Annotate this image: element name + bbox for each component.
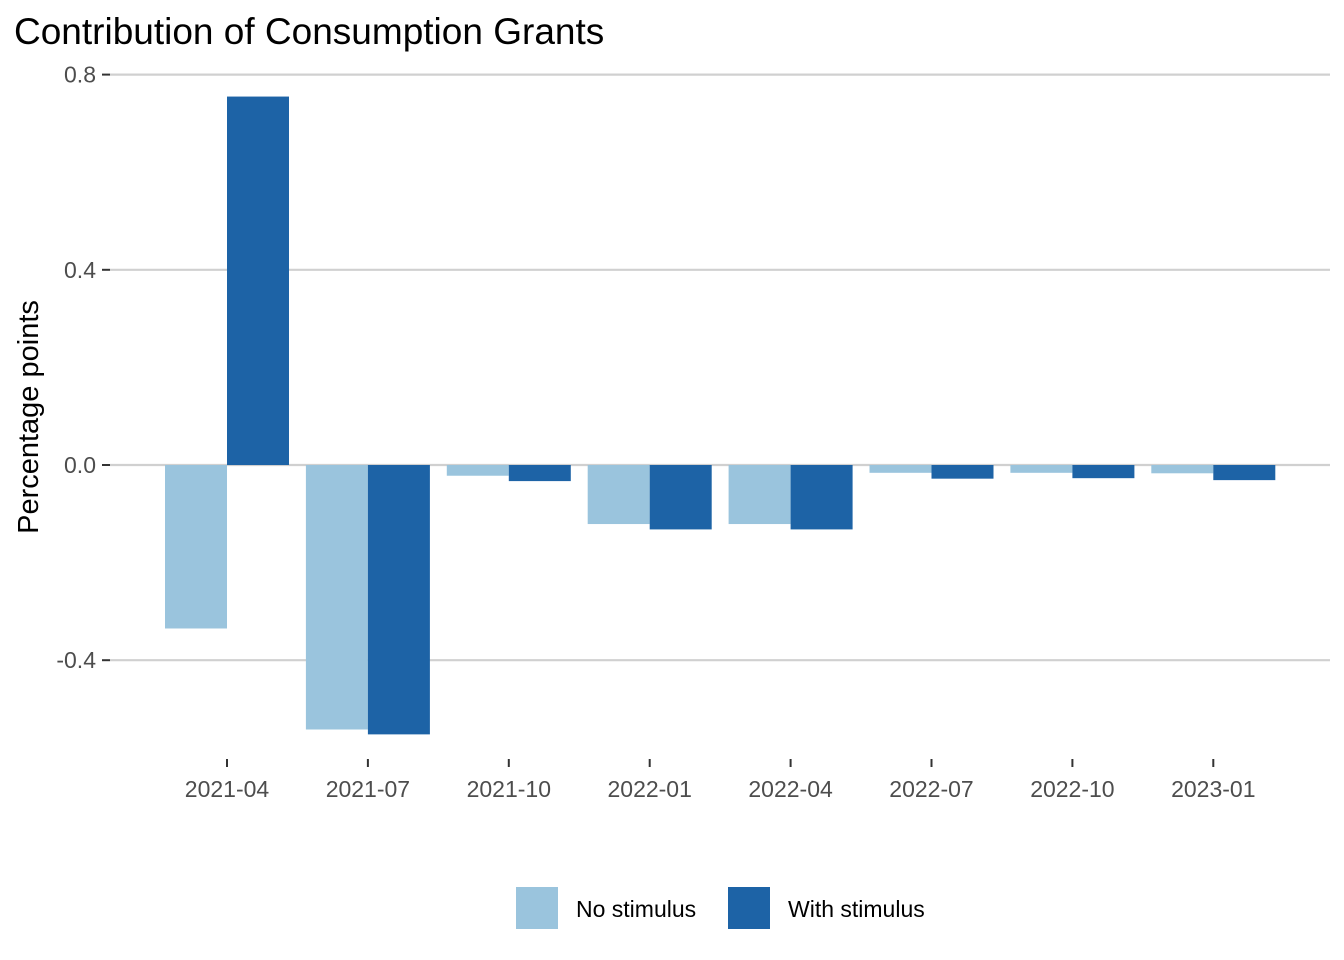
bar-with-stimulus-2022-01: [649, 465, 712, 530]
y-axis-label: Percentage points: [13, 300, 45, 534]
bar-with-stimulus-2022-10: [1072, 465, 1135, 479]
bar-with-stimulus-2023-01: [1213, 465, 1276, 481]
bar-no-stimulus-2021-07: [305, 465, 368, 730]
bar-no-stimulus-2022-10: [1010, 465, 1073, 473]
y-tick-label: 0.4: [64, 257, 96, 283]
gridlines: [110, 73, 1330, 662]
x-tick-label: 2021-07: [326, 776, 410, 802]
bar-no-stimulus-2022-07: [869, 465, 932, 473]
legend-label-with-stimulus: With stimulus: [788, 896, 925, 922]
bar-with-stimulus-2022-04: [790, 465, 853, 530]
y-axis: -0.4 0.0 0.4 0.8: [56, 62, 110, 673]
x-tick-label: 2022-07: [889, 776, 973, 802]
bar-with-stimulus-2021-10: [508, 465, 571, 482]
legend: No stimulus With stimulus: [516, 887, 925, 929]
y-tick-label: 0.0: [64, 452, 96, 478]
x-tick-label: 2021-10: [467, 776, 551, 802]
legend-label-no-stimulus: No stimulus: [576, 896, 696, 922]
bar-no-stimulus-2023-01: [1151, 465, 1214, 474]
bar-no-stimulus-2021-10: [446, 465, 509, 476]
legend-key-no-stimulus: [516, 887, 558, 929]
bar-with-stimulus-2021-04: [227, 96, 289, 465]
x-tick-label: 2021-04: [185, 776, 270, 802]
bars: [165, 96, 1276, 735]
bar-with-stimulus-2021-07: [367, 465, 430, 735]
bar-no-stimulus-2022-01: [587, 465, 650, 525]
x-axis: 2021-04 2021-07 2021-10 2022-01 2022-04 2022-…: [185, 759, 1256, 802]
y-tick-label: 0.8: [64, 62, 96, 88]
bar-no-stimulus-2022-04: [728, 465, 791, 525]
bar-with-stimulus-2022-07: [931, 465, 994, 479]
x-tick-label: 2022-04: [748, 776, 833, 802]
x-tick-label: 2022-10: [1030, 776, 1114, 802]
chart-title: Contribution of Consumption Grants: [14, 11, 604, 52]
x-tick-label: 2023-01: [1171, 776, 1255, 802]
y-tick-label: -0.4: [56, 647, 96, 673]
bar-no-stimulus-2021-04: [165, 465, 227, 629]
x-tick-label: 2022-01: [607, 776, 691, 802]
legend-key-with-stimulus: [728, 887, 770, 929]
